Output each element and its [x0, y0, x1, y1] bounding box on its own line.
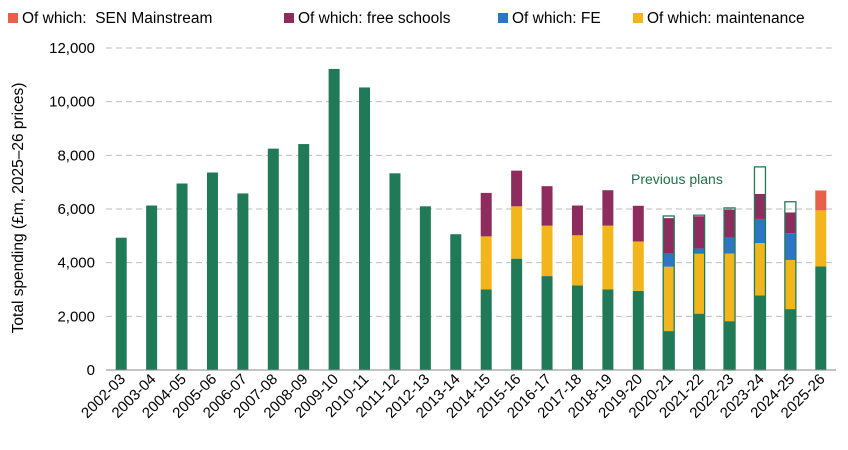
bar-maintenance: [784, 259, 796, 310]
bar-maintenance: [815, 210, 827, 267]
legend-swatch-sen: [8, 13, 18, 23]
y-tick-label: 6,000: [57, 201, 95, 218]
bar-maintenance: [632, 241, 644, 291]
bar-maintenance: [571, 235, 583, 286]
bar-base: [146, 205, 158, 370]
y-tick-label: 10,000: [49, 94, 95, 111]
bar-free_schools: [571, 205, 583, 236]
bar-base: [298, 144, 310, 370]
legend-swatch-free-schools: [284, 13, 294, 23]
bar-free_schools: [541, 186, 553, 226]
bar-maintenance: [663, 266, 675, 332]
bar-free_schools: [602, 190, 614, 226]
legend-item-free-schools: Of which: free schools: [284, 10, 451, 27]
bar-base: [693, 313, 705, 370]
bar-base: [267, 148, 279, 370]
previous-plans-annotation: Previous plans: [631, 171, 723, 187]
y-tick-label: 4,000: [57, 255, 95, 272]
bar-base: [328, 68, 340, 371]
legend-label-free-schools: Of which: free schools: [298, 10, 451, 27]
bar-maintenance: [724, 253, 736, 322]
bars: [115, 68, 827, 371]
legend-item-maintenance: Of which: maintenance: [633, 10, 805, 27]
bar-free_schools: [511, 170, 523, 207]
bar-maintenance: [693, 253, 705, 314]
legend-item-fe: Of which: FE: [498, 10, 601, 27]
bar-free_schools: [693, 216, 705, 249]
bar-base: [359, 87, 371, 370]
bar-base: [571, 285, 583, 370]
bar-base: [450, 234, 462, 370]
bar-base: [419, 206, 431, 370]
bar-free_schools: [724, 209, 736, 238]
legend-swatch-fe: [498, 13, 508, 23]
bar-maintenance: [480, 236, 492, 290]
bar-base: [206, 172, 218, 370]
y-tick-label: 0: [87, 362, 95, 379]
bar-free_schools: [632, 205, 644, 242]
bar-maintenance: [754, 243, 766, 296]
y-tick-label: 2,000: [57, 308, 95, 325]
bar-base: [389, 173, 401, 370]
y-tick-label: 8,000: [57, 147, 95, 164]
bar-base: [724, 321, 736, 370]
legend-item-sen: Of which: SEN Mainstream: [8, 10, 212, 27]
bar-base: [815, 266, 827, 370]
legend-swatch-maintenance: [633, 13, 643, 23]
y-axis-label: Total spending (£m, 2025–26 prices): [10, 83, 27, 334]
bar-base: [115, 237, 127, 370]
bar-base: [176, 183, 188, 370]
legend-label-maintenance: Of which: maintenance: [647, 10, 805, 27]
x-tick-labels: 2002-032003-042004-052005-062006-072007-…: [78, 371, 829, 422]
legend: Of which: SEN Mainstream Of which: free …: [8, 10, 805, 27]
bar-base: [663, 331, 675, 370]
bar-free_schools: [663, 218, 675, 254]
bar-base: [237, 193, 249, 370]
bar-maintenance: [602, 225, 614, 290]
bar-sen: [815, 190, 827, 211]
bar-maintenance: [511, 206, 523, 259]
bar-free_schools: [754, 193, 766, 219]
y-tick-labels: 0 2,000 4,000 6,000 8,000 10,000 12,000: [49, 40, 95, 379]
bar-fe: [724, 237, 736, 254]
bar-base: [602, 289, 614, 370]
legend-label-fe: Of which: FE: [512, 10, 601, 27]
bar-base: [632, 290, 644, 370]
y-tick-label: 12,000: [49, 40, 95, 57]
bar-base: [784, 309, 796, 370]
gridlines: [106, 47, 836, 317]
legend-label-sen: Of which: SEN Mainstream: [22, 10, 212, 27]
bar-free_schools: [784, 212, 796, 234]
bar-fe: [663, 253, 675, 267]
bar-fe: [754, 218, 766, 244]
bar-base: [541, 276, 553, 370]
bar-base: [754, 295, 766, 370]
bar-maintenance: [541, 225, 553, 277]
bar-free_schools: [480, 192, 492, 237]
bar-base: [511, 258, 523, 370]
bar-fe: [693, 248, 705, 254]
bar-fe: [784, 233, 796, 260]
bar-base: [480, 289, 492, 370]
